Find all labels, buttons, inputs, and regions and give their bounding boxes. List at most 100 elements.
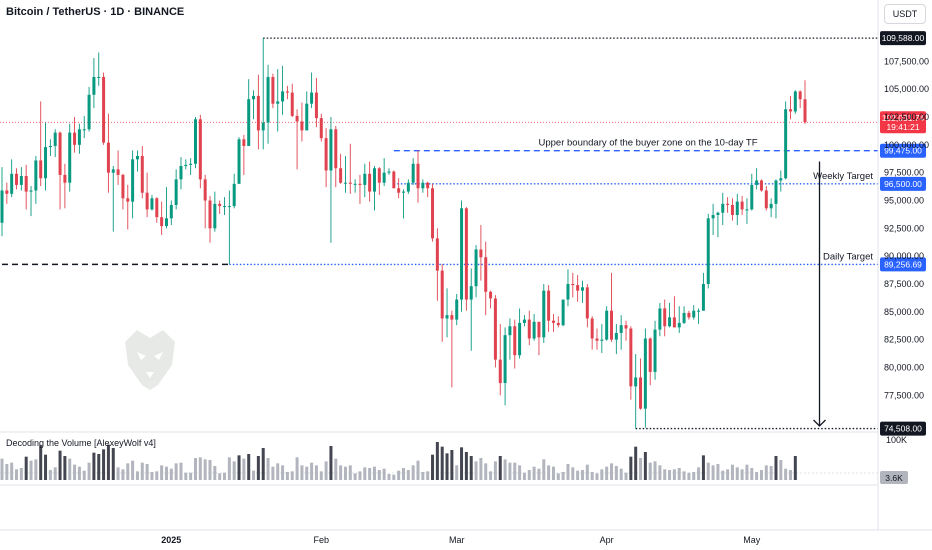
candle — [503, 327, 507, 406]
candle-body — [102, 76, 106, 143]
volume-bar — [58, 450, 62, 480]
candle-body — [242, 139, 246, 146]
candle-body — [334, 129, 338, 169]
candle-body — [508, 326, 512, 336]
candle — [121, 173, 125, 210]
volume-bar — [102, 449, 106, 480]
candle-body — [711, 214, 715, 219]
price-level-badge-label: 99,475.00 — [884, 146, 922, 156]
candle-body — [256, 95, 260, 131]
volume-bar — [474, 461, 478, 480]
candle-body — [532, 321, 536, 339]
candle — [126, 184, 130, 230]
volume-bar — [247, 454, 251, 480]
candle-body — [358, 183, 362, 185]
candle-body — [479, 249, 483, 258]
volume-bar — [353, 473, 357, 480]
candle — [522, 315, 526, 327]
volume-bar — [116, 467, 120, 480]
y-tick-label: 92,500.00 — [884, 223, 924, 233]
volume-bar — [164, 466, 168, 480]
candle — [140, 145, 144, 199]
volume-bar — [726, 469, 730, 480]
candle — [343, 155, 347, 193]
candle-body — [77, 129, 81, 145]
candle-body — [663, 308, 667, 327]
candle-body — [701, 283, 705, 311]
candle — [464, 207, 468, 311]
candle — [764, 186, 768, 211]
candle — [377, 167, 381, 195]
candle — [77, 123, 81, 154]
currency-button[interactable]: USDT — [884, 4, 926, 24]
candle — [687, 310, 691, 320]
volume-bar — [445, 453, 449, 480]
candle — [416, 150, 420, 203]
candle — [648, 337, 652, 386]
volume-bar — [706, 462, 710, 480]
candle — [44, 122, 48, 191]
candle — [551, 314, 555, 332]
y-tick-label: 107,500.00 — [884, 56, 929, 66]
candle — [421, 179, 425, 193]
candle-body — [469, 286, 473, 300]
candle — [460, 200, 464, 312]
candle-body — [363, 173, 367, 185]
volume-bar — [261, 448, 265, 480]
volume-bar — [382, 468, 386, 480]
candle-body — [672, 317, 676, 328]
candle — [92, 58, 96, 109]
candle-body — [677, 322, 681, 328]
candle — [24, 164, 28, 210]
volume-bar — [242, 458, 246, 480]
volume-bar — [169, 468, 173, 480]
candle — [692, 305, 696, 320]
candle — [532, 314, 536, 341]
candle-body — [426, 182, 430, 189]
volume-bar — [63, 456, 67, 480]
candle — [237, 137, 241, 184]
volume-bar — [387, 474, 391, 480]
volume-bar — [295, 457, 299, 480]
candle — [281, 65, 285, 115]
candle — [784, 101, 788, 180]
candle-body — [726, 203, 730, 205]
volume-bar — [305, 466, 309, 480]
volume-bar — [39, 445, 43, 480]
volume-bar — [252, 470, 256, 480]
candle — [135, 150, 139, 172]
candle-body — [10, 173, 14, 194]
candle-body — [63, 174, 67, 183]
candle-body — [643, 338, 647, 409]
volume-bar — [135, 471, 139, 480]
candle-body — [624, 325, 628, 329]
candle — [605, 306, 609, 341]
candle — [68, 123, 72, 192]
volume-bar — [692, 472, 696, 480]
volume-bar — [460, 447, 464, 480]
candle — [431, 183, 435, 242]
price-level-badge-label: 74,508.00 — [884, 424, 922, 434]
volume-bar — [140, 462, 144, 480]
candle-body — [290, 92, 294, 116]
x-tick-label: 2025 — [161, 535, 181, 545]
volume-bar — [276, 463, 280, 480]
candle — [358, 174, 362, 204]
volume-bar — [15, 469, 19, 480]
volume-bar — [566, 464, 570, 480]
volume-bar — [87, 462, 91, 480]
volume-bar — [605, 466, 609, 480]
price-level-badge — [880, 31, 926, 46]
candle — [445, 288, 449, 338]
volume-bar — [745, 464, 749, 480]
candle — [223, 197, 227, 215]
candle — [29, 186, 33, 217]
volume-bar — [266, 458, 270, 480]
volume-bar — [784, 468, 788, 480]
last-price-badge — [880, 111, 926, 134]
volume-bar — [193, 458, 197, 480]
volume-bar — [701, 455, 705, 480]
candle — [730, 198, 734, 221]
